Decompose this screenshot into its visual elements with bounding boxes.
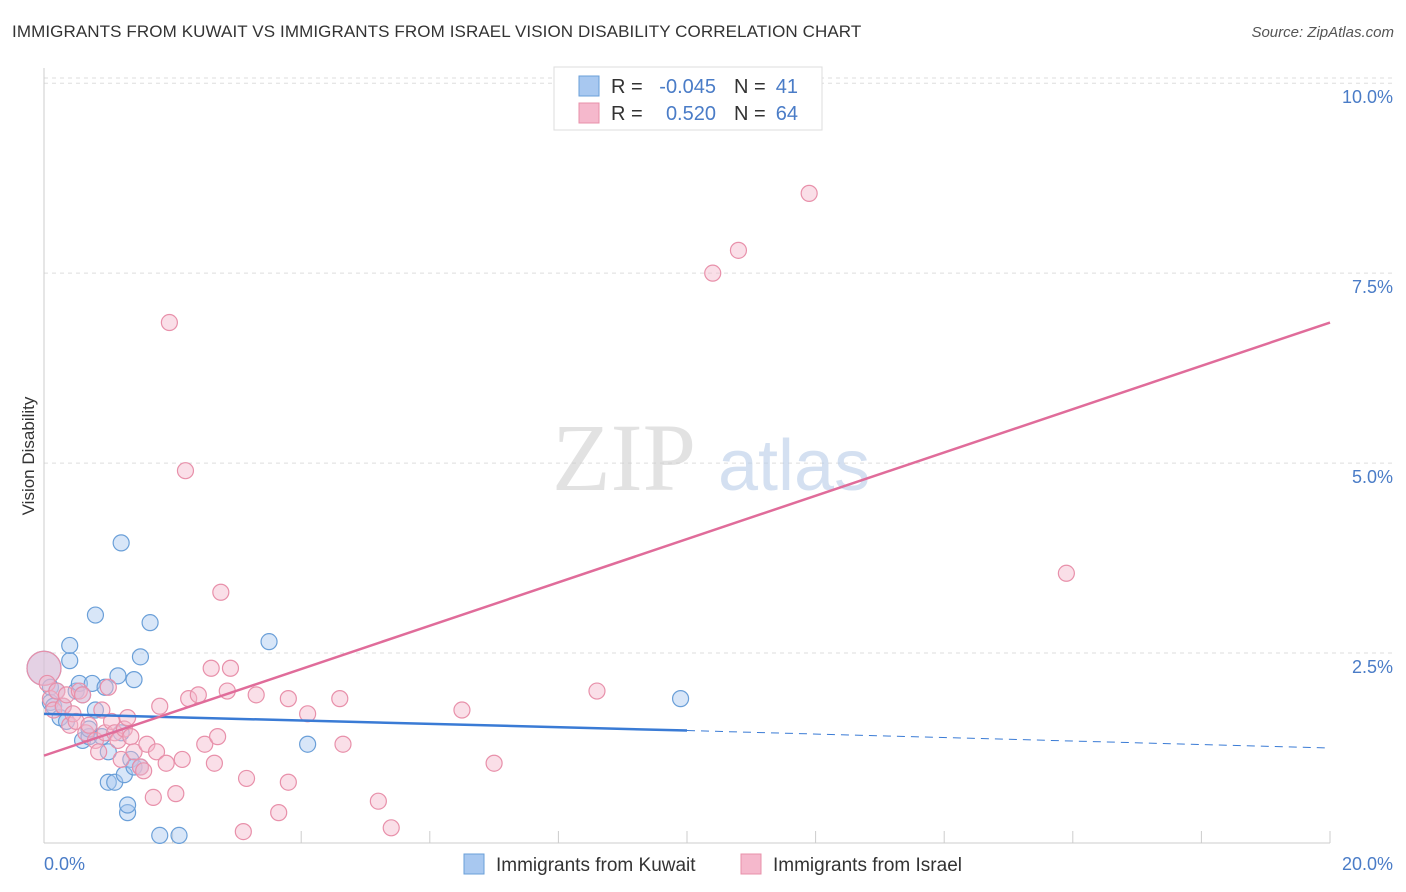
data-point [196, 735, 214, 753]
x-tick-label: 20.0% [1342, 854, 1393, 874]
data-point [279, 773, 297, 791]
data-point [588, 682, 606, 700]
israel-n-label: N = [734, 103, 766, 125]
data-point [99, 743, 117, 761]
x-axis: 0.0% 20.0% [43, 831, 1393, 874]
source-credit: Source: ZipAtlas.com [1251, 24, 1394, 41]
y-axis: 2.5% 5.0% 7.5% 10.0% [43, 68, 1393, 843]
israel-trend-line [43, 321, 1331, 757]
data-point [90, 743, 108, 761]
israel-r-label: R = [611, 103, 643, 125]
data-point [485, 754, 503, 772]
data-point [61, 636, 79, 655]
kuwait-trend-extension [686, 730, 1331, 749]
y-tick-label: 5.0% [1352, 467, 1393, 487]
data-point [99, 773, 117, 791]
kuwait-series-swatch [463, 853, 485, 875]
watermark-atlas: atlas [718, 426, 870, 506]
data-point [704, 264, 722, 282]
data-point [141, 614, 159, 632]
kuwait-n-label: N = [734, 76, 766, 98]
data-point [209, 728, 227, 746]
data-point [453, 701, 471, 719]
data-point [729, 241, 748, 259]
data-point [160, 313, 178, 332]
israel-series-swatch [740, 853, 762, 875]
data-point [299, 735, 317, 753]
data-point [112, 750, 130, 769]
data-point [125, 758, 143, 776]
data-point [83, 674, 101, 693]
y-axis-label: Vision Disability [19, 396, 38, 515]
y-tick-label: 7.5% [1352, 277, 1393, 297]
data-point [334, 735, 352, 753]
data-point [99, 678, 117, 696]
data-point [176, 462, 195, 480]
data-point [86, 606, 105, 624]
data-point [1057, 564, 1075, 582]
data-point [279, 690, 297, 708]
data-point [135, 762, 153, 780]
data-point [144, 788, 162, 807]
data-point [151, 826, 169, 845]
data-point [671, 690, 690, 708]
data-point [369, 792, 387, 810]
data-point [270, 804, 288, 822]
kuwait-r-value: -0.045 [659, 76, 716, 98]
data-point [131, 648, 150, 666]
data-point [221, 659, 240, 677]
stats-legend: R = -0.045 N = 41 R = 0.520 N = 64 [553, 66, 823, 131]
data-point [147, 743, 166, 761]
data-point [109, 667, 127, 685]
data-point [202, 659, 220, 677]
data-point [205, 754, 223, 772]
y-tick-label: 10.0% [1342, 87, 1393, 107]
data-point [237, 769, 256, 788]
data-point [331, 690, 349, 708]
kuwait-r-label: R = [611, 76, 643, 98]
israel-points [26, 184, 1075, 841]
data-point [260, 633, 278, 651]
data-point [800, 184, 818, 202]
kuwait-series-label: Immigrants from Kuwait [496, 855, 696, 876]
data-point [189, 686, 207, 704]
data-point [122, 728, 140, 746]
israel-n-value: 64 [776, 103, 798, 125]
data-point [167, 785, 185, 803]
data-point [151, 697, 169, 715]
data-point [234, 823, 252, 841]
israel-series-label: Immigrants from Israel [773, 855, 962, 876]
y-tick-label: 2.5% [1352, 657, 1393, 677]
data-point [212, 583, 230, 601]
data-point [73, 686, 92, 704]
israel-legend-swatch [578, 102, 600, 124]
data-point [61, 652, 79, 670]
x-tick-label: 0.0% [44, 854, 85, 874]
watermark: ZIP atlas [552, 404, 870, 511]
israel-r-value: 0.520 [666, 103, 716, 125]
watermark-zip: ZIP [552, 404, 696, 511]
data-point [118, 709, 137, 727]
data-point [173, 750, 191, 769]
data-point [112, 534, 130, 552]
data-point [125, 671, 143, 689]
data-point [118, 796, 137, 814]
kuwait-trend-line [43, 712, 688, 732]
data-point [382, 819, 400, 837]
data-point [48, 682, 66, 700]
data-point [170, 826, 188, 845]
series-legend: Immigrants from Kuwait Immigrants from I… [463, 853, 962, 876]
data-point [80, 716, 98, 734]
chart-title: IMMIGRANTS FROM KUWAIT VS IMMIGRANTS FRO… [12, 22, 862, 41]
data-point [247, 686, 265, 704]
trend-lines [43, 321, 1331, 757]
data-point [157, 754, 175, 772]
kuwait-legend-swatch [578, 75, 600, 97]
data-point [125, 743, 143, 761]
gridlines [44, 77, 1394, 654]
kuwait-n-value: 41 [776, 76, 798, 98]
